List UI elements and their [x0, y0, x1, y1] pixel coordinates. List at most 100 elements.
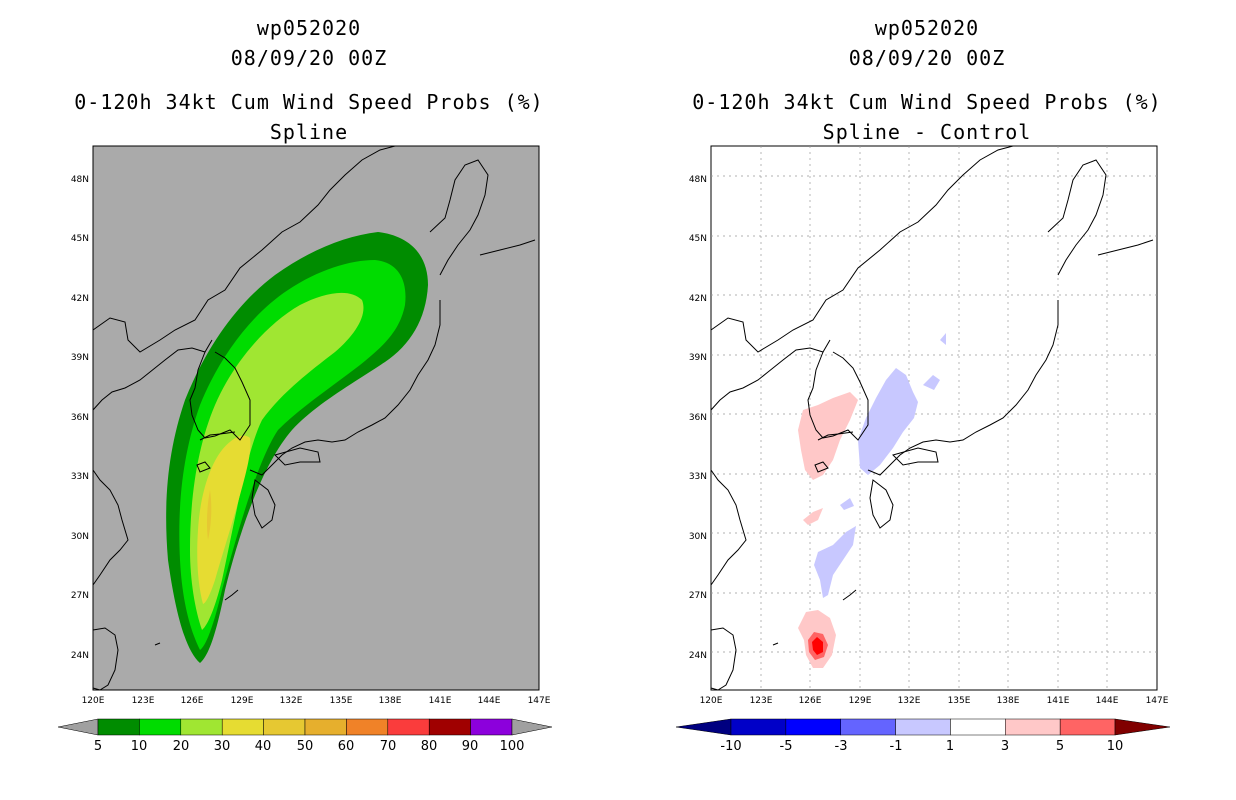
colorbar-label: 20 [173, 739, 190, 754]
left-title-storm: wp052020 [256, 16, 362, 40]
colorbar-label: 90 [462, 739, 479, 754]
colorbar-swatch [1059, 718, 1116, 736]
lon-label: 147E [528, 696, 551, 706]
lon-label: 135E [330, 696, 353, 706]
right-title-method: Spline - Control [822, 120, 1032, 144]
lat-label: 24N [71, 651, 89, 661]
lat-label: 36N [71, 413, 89, 423]
diff-positive-5to10 [812, 637, 823, 655]
lon-label: 141E [1047, 696, 1070, 706]
lon-label: 144E [478, 696, 501, 706]
colorbar-label: 1 [946, 739, 954, 754]
lon-label: 123E [750, 696, 773, 706]
lon-label: 147E [1146, 696, 1169, 706]
lon-label: 126E [799, 696, 822, 706]
colorbar-swatch [785, 718, 841, 736]
colorbar-label: 60 [338, 739, 355, 754]
colorbar-swatch [428, 718, 471, 736]
left-map: 24N 27N 30N 33N 36N 39N 42N 45N 48N 120E… [57, 145, 553, 754]
colorbar-label: 10 [131, 739, 148, 754]
lon-label: 120E [82, 696, 105, 706]
right-coastlines [710, 145, 1154, 691]
colorbar-swatch [263, 718, 306, 736]
left-title-product: 0-120h 34kt Cum Wind Speed Probs (%) [74, 90, 544, 114]
diff-positive-1to3 [803, 508, 823, 525]
diff-negative-1to3 [923, 375, 940, 390]
right-title-date: 08/09/20 00Z [848, 46, 1006, 70]
lon-label: 138E [379, 696, 402, 706]
colorbar-label: 40 [255, 739, 272, 754]
colorbar-swatch [730, 718, 787, 736]
left-prob-40 [206, 490, 212, 540]
lat-label: 39N [71, 353, 89, 363]
lat-label: 42N [689, 294, 707, 304]
colorbar-label: 30 [214, 739, 231, 754]
colorbar-label: 70 [380, 739, 397, 754]
lat-label: 33N [689, 472, 707, 482]
diff-positive-1to3 [798, 392, 858, 480]
colorbar-swatch [895, 718, 951, 736]
lat-label: 48N [689, 175, 707, 185]
lat-label: 48N [71, 175, 89, 185]
right-map: 24N 27N 30N 33N 36N 39N 42N 45N 48N 120E… [675, 145, 1171, 754]
colorbar-swatch [387, 718, 430, 736]
left-map-frame [92, 145, 540, 691]
diff-negative-1to3 [858, 368, 918, 475]
colorbar-swatch [346, 718, 389, 736]
colorbar-swatch [950, 718, 1006, 736]
colorbar-swatch [180, 718, 223, 736]
left-coastlines [92, 145, 536, 691]
left-panel: wp052020 08/09/20 00Z 0-120h 34kt Cum Wi… [57, 16, 553, 754]
colorbar-label: 50 [297, 739, 314, 754]
right-map-frame [710, 145, 1158, 691]
lon-label: 126E [181, 696, 204, 706]
colorbar-end-high [511, 718, 553, 736]
left-prob-30 [197, 435, 251, 604]
lon-label: 129E [231, 696, 254, 706]
left-lat-labels: 24N 27N 30N 33N 36N 39N 42N 45N 48N [71, 175, 89, 661]
colorbar-label: -1 [890, 739, 903, 754]
colorbar-end-high [1114, 718, 1171, 736]
lat-label: 36N [689, 413, 707, 423]
colorbar-swatch [221, 718, 264, 736]
right-diff-areas [798, 333, 946, 668]
lon-label: 141E [429, 696, 452, 706]
colorbar-swatch [139, 718, 182, 736]
colorbar-label: 100 [500, 739, 525, 754]
lon-label: 123E [132, 696, 155, 706]
colorbar-label: 5 [1056, 739, 1064, 754]
diff-negative-1to3 [814, 526, 856, 598]
colorbar-swatch [97, 718, 140, 736]
colorbar-label: 10 [1107, 739, 1124, 754]
lat-label: 45N [71, 234, 89, 244]
lon-label: 135E [948, 696, 971, 706]
lat-label: 45N [689, 234, 707, 244]
colorbar-swatch [304, 718, 347, 736]
colorbar-label: 5 [94, 739, 102, 754]
colorbar-label: -10 [720, 739, 741, 754]
colorbar-label: 80 [421, 739, 438, 754]
diff-negative-1to3 [940, 333, 946, 345]
right-title-storm: wp052020 [874, 16, 980, 40]
lat-label: 27N [71, 591, 89, 601]
lon-label: 132E [898, 696, 921, 706]
right-lat-labels: 24N 27N 30N 33N 36N 39N 42N 45N 48N [689, 175, 707, 661]
left-lon-labels: 120E 123E 126E 129E 132E 135E 138E 141E … [82, 696, 551, 706]
left-prob-20 [190, 292, 364, 630]
colorbar-label: 3 [1001, 739, 1009, 754]
colorbar-swatch [840, 718, 896, 736]
lat-label: 30N [71, 532, 89, 542]
lon-label: 132E [280, 696, 303, 706]
lon-label: 138E [997, 696, 1020, 706]
right-panel: wp052020 08/09/20 00Z 0-120h 34kt Cum Wi… [618, 0, 1236, 800]
lon-label: 129E [849, 696, 872, 706]
diff-negative-1to3 [840, 498, 854, 510]
lon-label: 120E [700, 696, 723, 706]
left-title-method: Spline [269, 120, 349, 144]
colorbar-end-low [675, 718, 732, 736]
right-colorbar: -10 -5 -3 -1 1 3 5 10 [675, 718, 1171, 754]
right-lon-labels: 120E 123E 126E 129E 132E 135E 138E 141E … [700, 696, 1169, 706]
left-title-date: 08/09/20 00Z [230, 46, 388, 70]
colorbar-swatch [470, 718, 513, 736]
lon-label: 144E [1096, 696, 1119, 706]
